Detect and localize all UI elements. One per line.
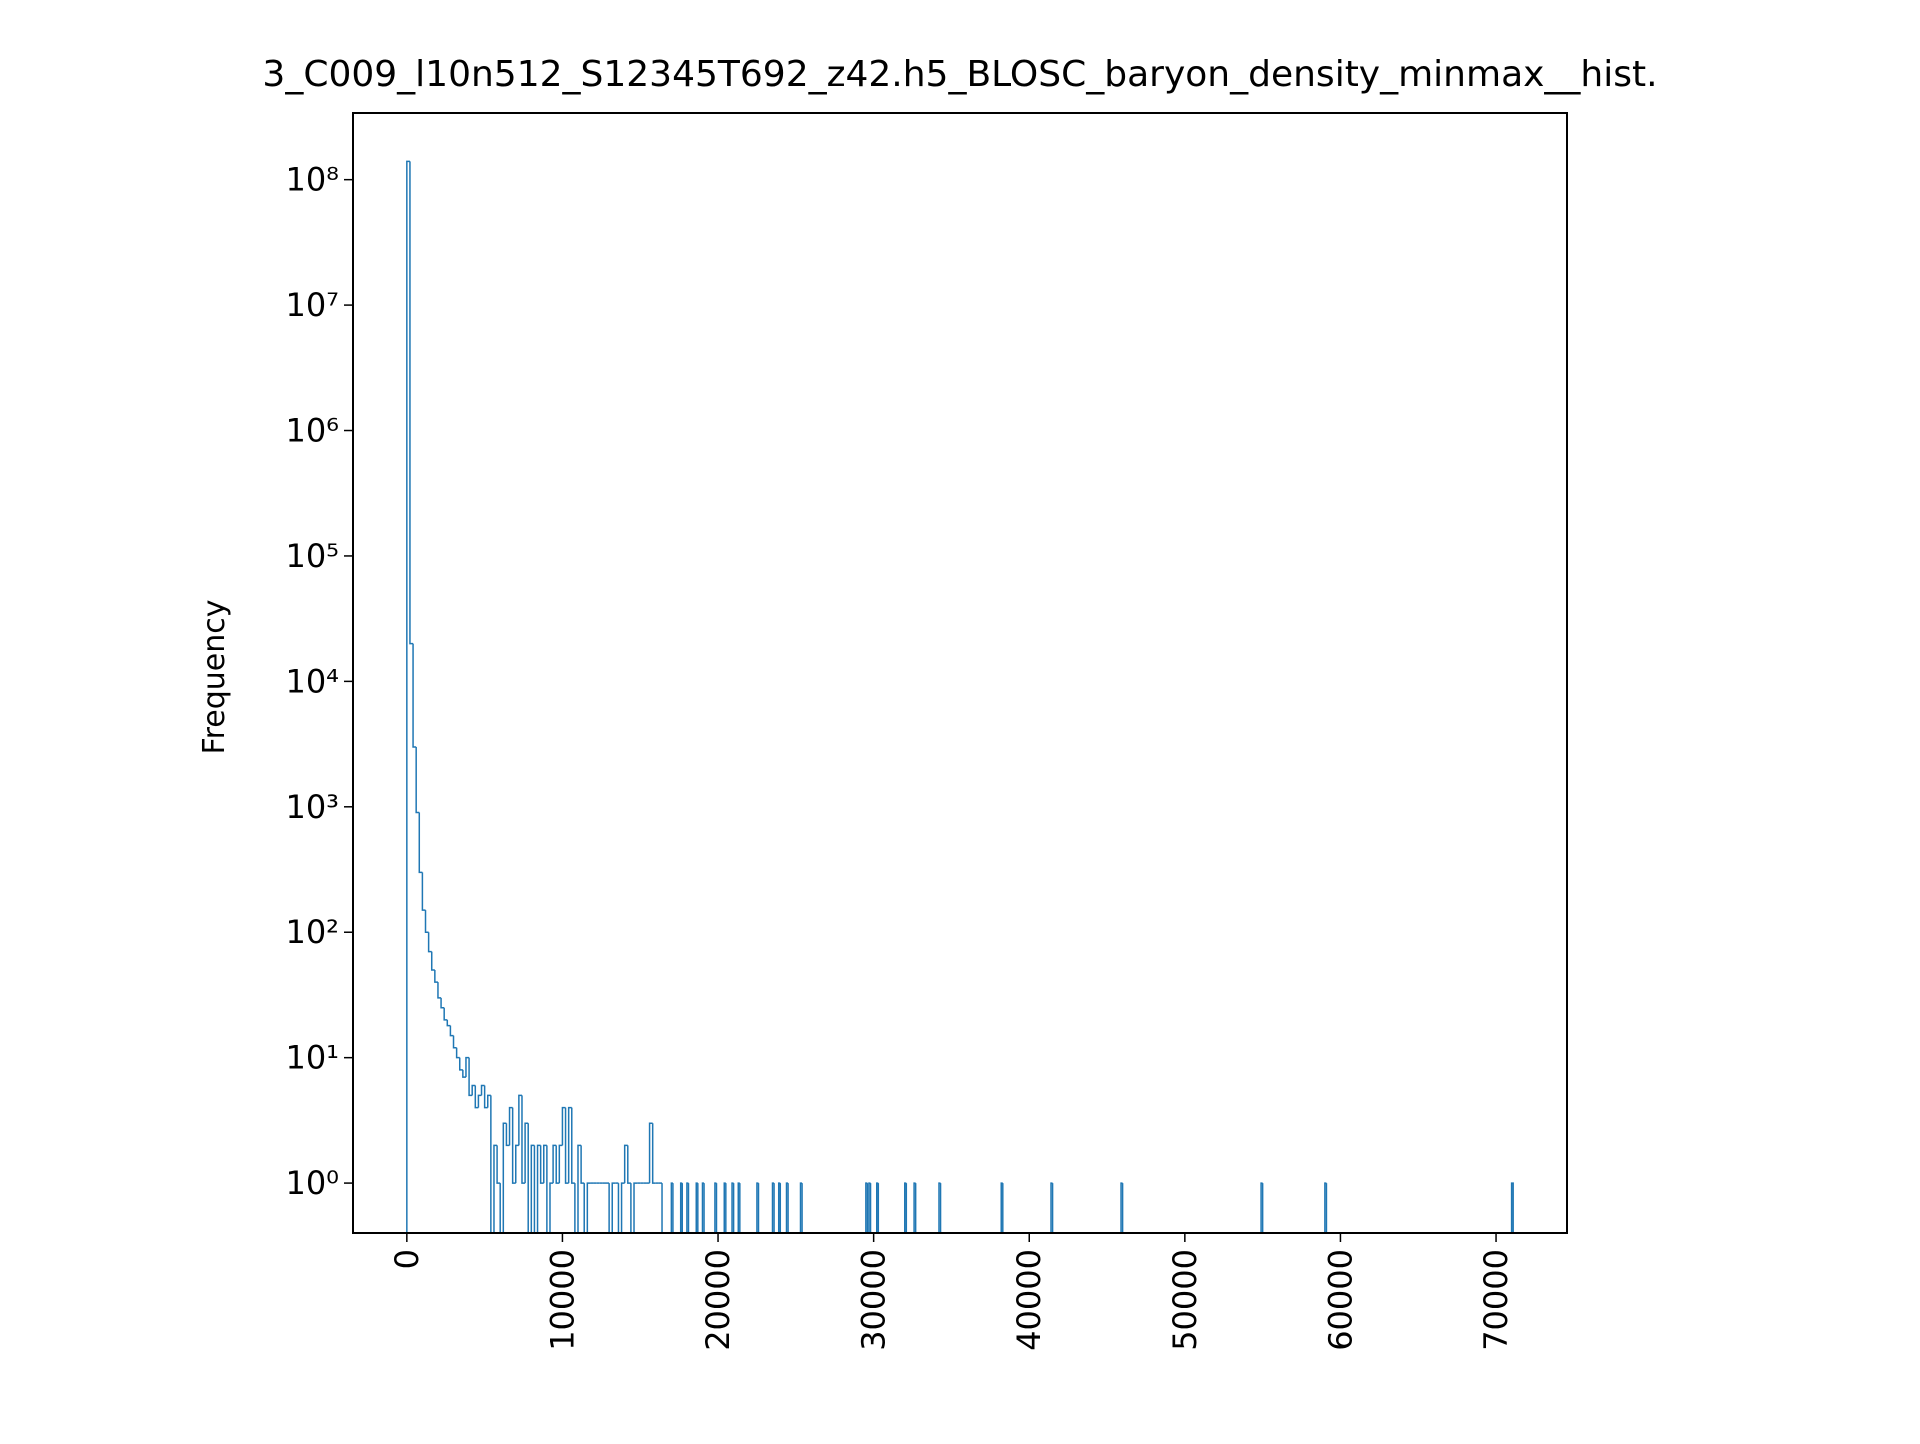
histogram-step: [552, 1144, 557, 1184]
histogram-step: [549, 1182, 554, 1233]
histogram-step: [449, 1025, 454, 1037]
histogram-step: [543, 1144, 547, 1184]
histogram-step: [539, 1145, 544, 1184]
histogram-step: [421, 872, 426, 911]
histogram-step: [434, 969, 438, 983]
histogram-step: [536, 1144, 541, 1233]
y-tick-label: 10⁵: [285, 537, 339, 575]
histogram-step: [648, 1122, 653, 1184]
histogram-step: [443, 1007, 448, 1021]
histogram-step: [430, 951, 435, 971]
histogram-step: [508, 1106, 513, 1146]
histogram-step: [437, 982, 442, 999]
x-tick-label: 0: [388, 1249, 426, 1269]
y-tick-label: 10⁰: [285, 1164, 339, 1202]
histogram-step: [471, 1084, 476, 1096]
x-tick-label: 50000: [1166, 1249, 1204, 1351]
plot-frame: [352, 112, 1568, 1234]
chart-title: 3_C009_l10n512_S12345T692_z42.h5_BLOSC_b…: [262, 54, 1657, 95]
histogram-step: [458, 1057, 463, 1071]
histogram-step: [515, 1144, 519, 1184]
histogram-step: [586, 1182, 591, 1233]
histogram-step: [611, 1182, 616, 1233]
histogram-step: [409, 161, 414, 645]
histogram-step: [511, 1107, 516, 1184]
x-tick-label: 30000: [855, 1249, 893, 1351]
histogram-step: [561, 1106, 566, 1146]
y-tick-label: 10⁸: [285, 161, 339, 199]
histogram-step: [427, 932, 432, 953]
histogram-step: [555, 1145, 560, 1184]
histogram-step: [623, 1144, 628, 1184]
histogram-step: [496, 1145, 501, 1184]
y-tick-label: 10⁷: [285, 286, 339, 324]
histogram-step: [487, 1094, 491, 1108]
histogram-step: [505, 1123, 510, 1147]
x-tick-label: 20000: [699, 1249, 737, 1351]
histogram-step: [524, 1122, 529, 1184]
histogram-step: [651, 1123, 656, 1184]
histogram-step: [474, 1085, 479, 1109]
histogram-step: [577, 1144, 582, 1233]
histogram-step: [502, 1122, 507, 1233]
histogram-step: [633, 1182, 638, 1233]
y-tick-label: 10⁴: [285, 662, 339, 700]
histogram-step: [406, 160, 410, 1233]
histogram-step: [415, 746, 420, 814]
histogram-step: [564, 1107, 569, 1184]
histogram-step: [571, 1107, 575, 1184]
histogram-step: [455, 1047, 460, 1059]
y-tick-label: 10⁶: [285, 412, 339, 450]
x-tick-label: 70000: [1477, 1249, 1515, 1351]
histogram-step: [521, 1095, 526, 1184]
histogram-step: [468, 1057, 473, 1097]
histogram-step: [567, 1106, 572, 1184]
y-tick-label: 10¹: [285, 1039, 339, 1077]
histogram-step: [418, 812, 423, 874]
histogram-step: [627, 1145, 631, 1184]
histogram-step: [1510, 1182, 1514, 1233]
histogram-step: [558, 1144, 563, 1184]
histogram-step: [480, 1084, 485, 1096]
histogram-step: [440, 997, 445, 1009]
histogram-step: [462, 1069, 466, 1078]
histogram-step: [620, 1182, 625, 1233]
histogram-step: [518, 1094, 522, 1146]
histogram-step: [465, 1056, 470, 1078]
y-axis-label: Frequency: [197, 600, 232, 755]
histogram-step: [446, 1019, 451, 1027]
histogram-step: [452, 1035, 457, 1049]
x-tick-label: 60000: [1321, 1249, 1359, 1351]
histogram-step: [493, 1144, 498, 1233]
y-tick-label: 10²: [285, 913, 339, 951]
x-tick-label: 10000: [543, 1249, 581, 1351]
histogram-step: [483, 1085, 488, 1109]
histogram-step: [424, 910, 429, 933]
histogram-step: [530, 1144, 535, 1233]
histogram-step: [477, 1094, 482, 1108]
x-tick-label: 40000: [1010, 1249, 1048, 1351]
histogram-step: [412, 643, 417, 748]
y-tick-label: 10³: [285, 788, 339, 826]
histogram-step: [580, 1145, 585, 1184]
